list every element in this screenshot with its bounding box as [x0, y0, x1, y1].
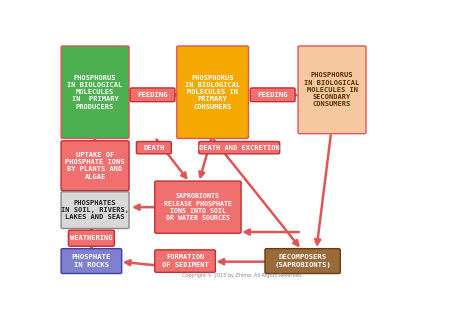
FancyBboxPatch shape — [137, 142, 171, 154]
Text: WEATHERING: WEATHERING — [70, 235, 113, 241]
FancyBboxPatch shape — [250, 88, 295, 102]
FancyBboxPatch shape — [298, 46, 366, 134]
Text: DEATH: DEATH — [143, 145, 164, 151]
Text: DEATH AND EXCRETION: DEATH AND EXCRETION — [199, 145, 280, 151]
Text: PHOSPHORUS
IN BIOLOGICAL
MOLECULES IN
PRIMARY
CONSUMERS: PHOSPHORUS IN BIOLOGICAL MOLECULES IN PR… — [185, 75, 240, 110]
FancyBboxPatch shape — [199, 142, 280, 154]
Text: SAPROBIONTS
RELEASE PHOSPHATE
IONS INTO SOIL
OR WATER SOURCES: SAPROBIONTS RELEASE PHOSPHATE IONS INTO … — [164, 193, 232, 221]
FancyBboxPatch shape — [61, 249, 122, 273]
Text: FEEDING: FEEDING — [137, 92, 168, 98]
Text: DECOMPOSERS
(SAPROBIONTS): DECOMPOSERS (SAPROBIONTS) — [274, 254, 331, 268]
Text: PHOSPHORUS
IN BIOLOGICAL
MOLECULES IN
SECONDARY
CONSUMERS: PHOSPHORUS IN BIOLOGICAL MOLECULES IN SE… — [304, 72, 360, 107]
FancyBboxPatch shape — [61, 46, 129, 138]
FancyBboxPatch shape — [155, 250, 215, 272]
FancyBboxPatch shape — [68, 230, 114, 246]
FancyBboxPatch shape — [177, 46, 248, 138]
FancyBboxPatch shape — [265, 249, 340, 273]
Text: FORMATION
OF SEDIMENT: FORMATION OF SEDIMENT — [162, 254, 209, 268]
Text: UPTAKE OF
PHOSPHATE IONS
BY PLANTS AND
ALGAE: UPTAKE OF PHOSPHATE IONS BY PLANTS AND A… — [65, 152, 125, 180]
Text: PHOSPHATES
IN SOIL, RIVERS,
LAKES AND SEAS: PHOSPHATES IN SOIL, RIVERS, LAKES AND SE… — [61, 200, 129, 220]
FancyBboxPatch shape — [61, 192, 129, 229]
Text: FEEDING: FEEDING — [257, 92, 288, 98]
Text: Copyright © 2015 by Zhimo. All Rights Reserved.: Copyright © 2015 by Zhimo. All Rights Re… — [182, 273, 303, 278]
FancyBboxPatch shape — [130, 88, 175, 102]
Text: PHOSPHATE
IN ROCKS: PHOSPHATE IN ROCKS — [72, 254, 111, 268]
FancyBboxPatch shape — [61, 141, 129, 191]
Text: PHOSPHORUS
IN BIOLOGICAL
MOLECULES
IN  PRIMARY
PRODUCERS: PHOSPHORUS IN BIOLOGICAL MOLECULES IN PR… — [67, 75, 123, 110]
FancyBboxPatch shape — [155, 181, 241, 233]
